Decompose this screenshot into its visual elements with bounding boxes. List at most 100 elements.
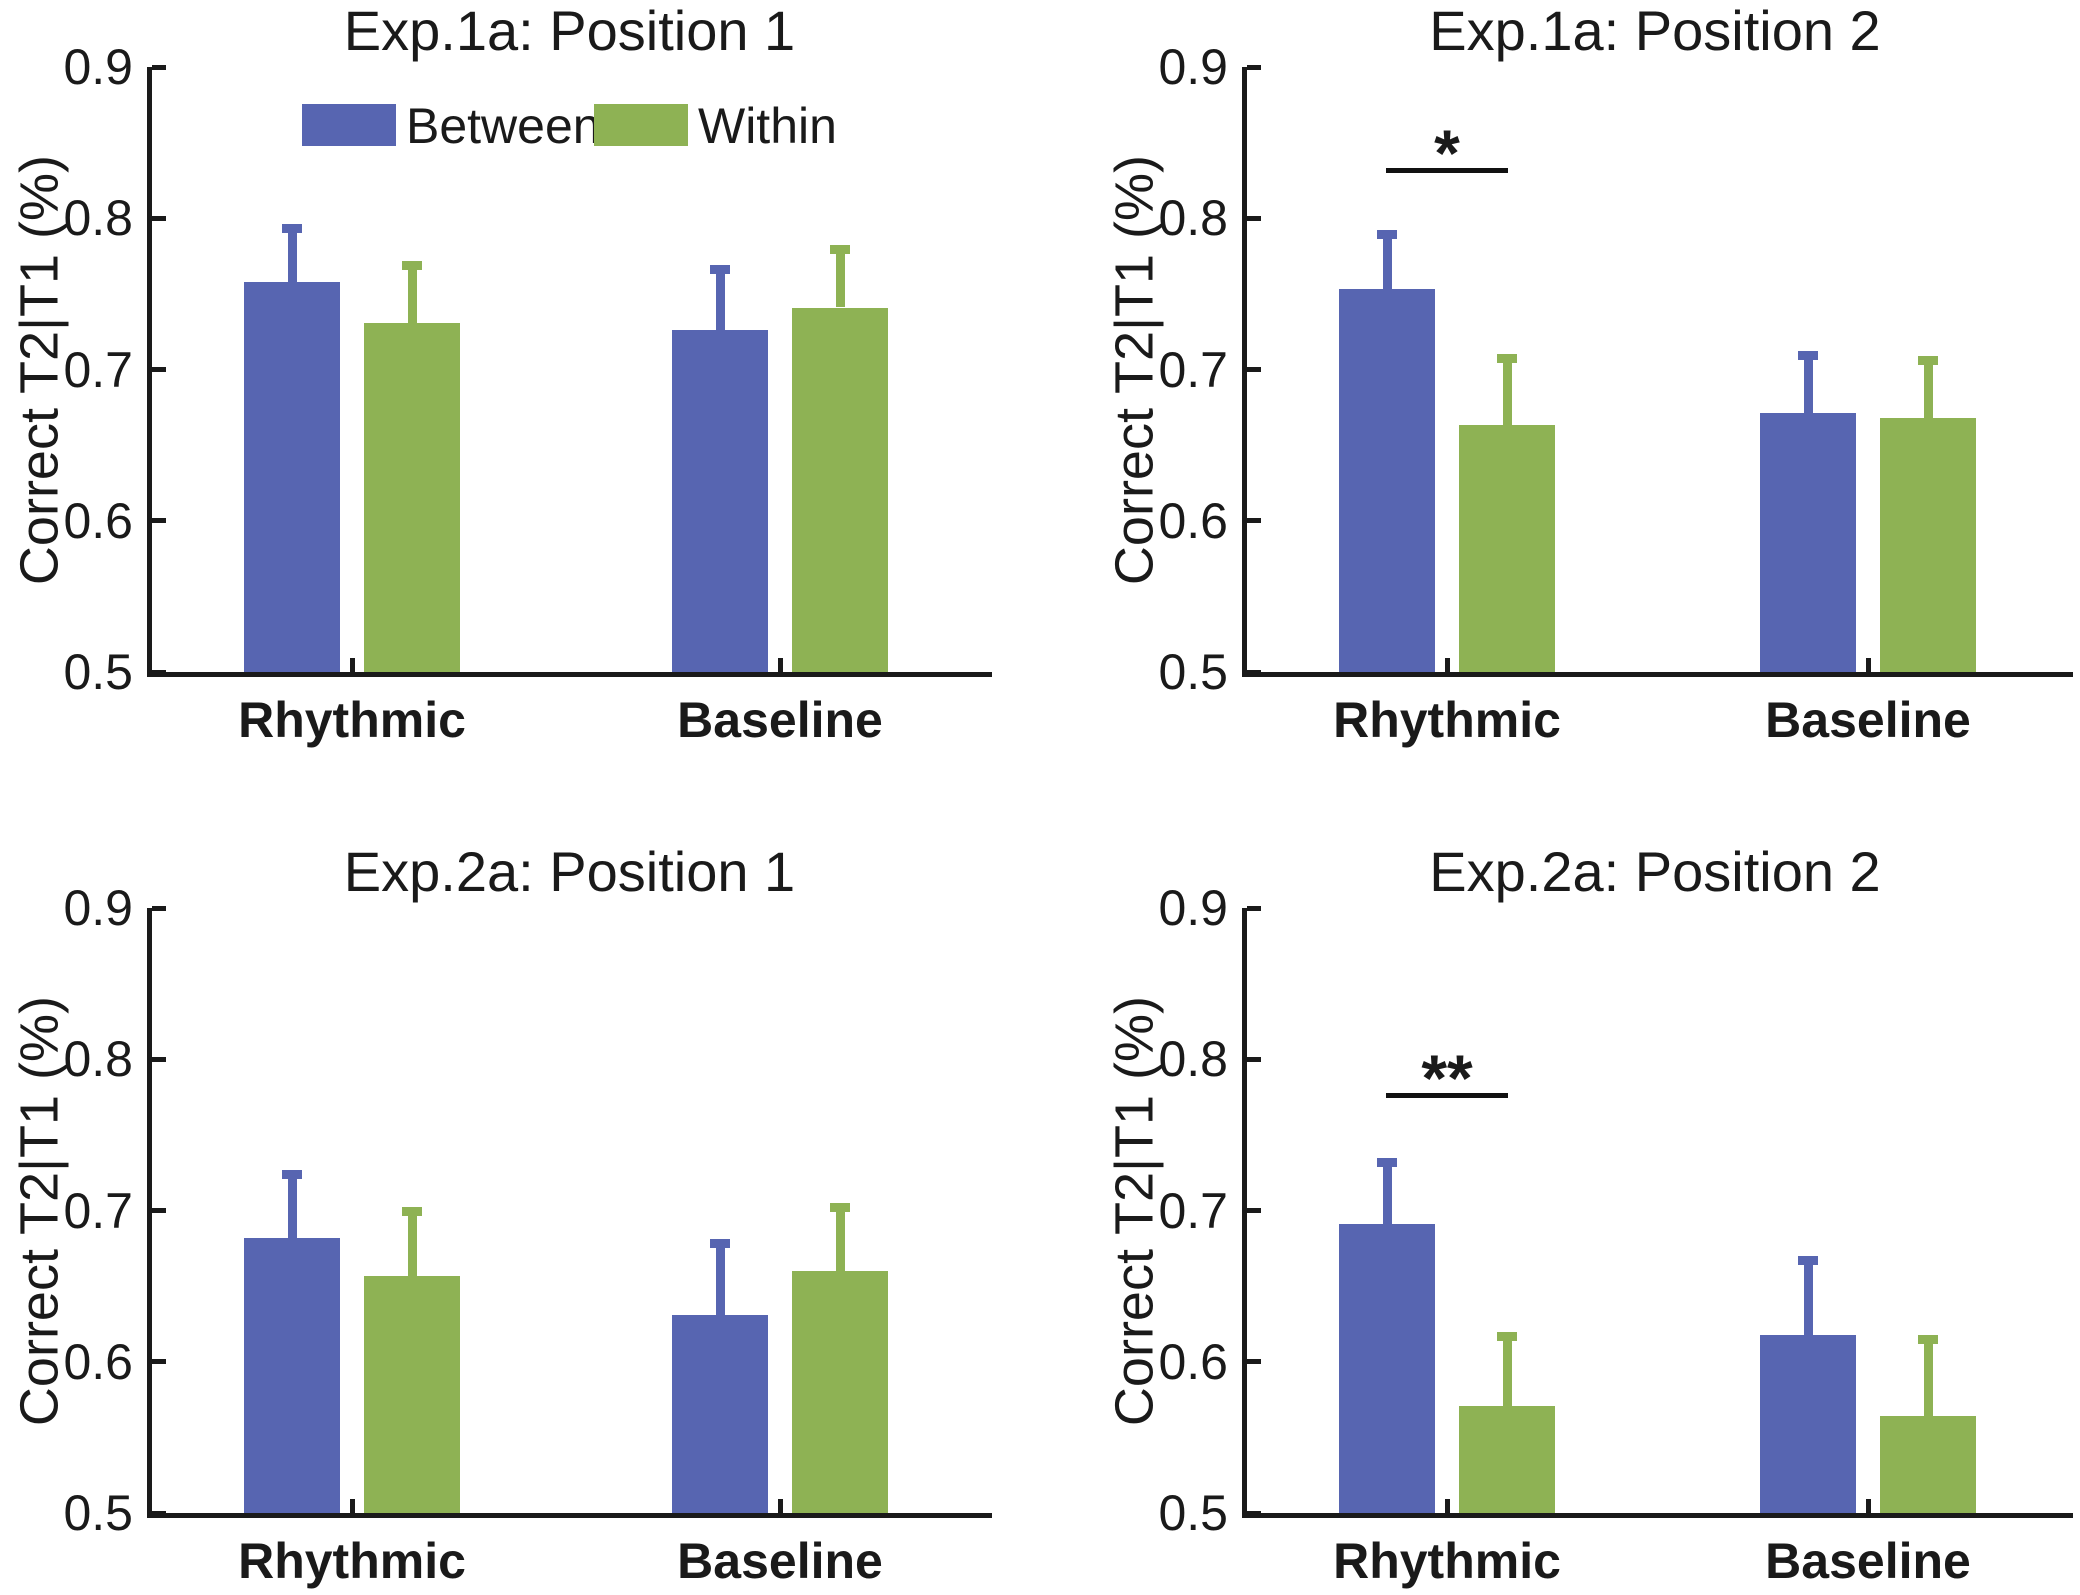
y-tick-label: 0.8 (1158, 1031, 1228, 1088)
error-bar-cap (1918, 355, 1938, 365)
error-bar-cap (1497, 354, 1517, 364)
subplot-exp1a-position2: Exp.1a: Position 2 Correct T2|T1 (%) * R… (1040, 0, 2080, 795)
y-tick-mark (152, 1359, 166, 1365)
bar-within-rhythmic (1459, 425, 1555, 672)
x-tick-label-rhythmic: Rhythmic (1333, 692, 1561, 748)
plot-area: ** (1242, 905, 2073, 1518)
y-tick-mark (152, 215, 166, 221)
x-tick-mark (1865, 658, 1871, 672)
y-tick-mark (1247, 1056, 1261, 1062)
error-bar-stem (715, 1239, 725, 1315)
y-tick-mark (152, 1056, 166, 1062)
plot-area: * (1242, 64, 2073, 677)
legend-label-within: Within (698, 98, 837, 154)
error-bar-stem (1502, 354, 1512, 426)
subplot-title: Exp.1a: Position 1 (343, 0, 796, 62)
significance-line (1386, 168, 1508, 174)
plot-area (147, 64, 992, 677)
error-bar-stem (407, 260, 417, 323)
x-tick-mark (349, 658, 355, 672)
legend-swatch-within (594, 104, 688, 146)
error-bar-cap (830, 1202, 850, 1212)
y-tick-label: 0.8 (63, 1031, 133, 1088)
x-tick-label-baseline: Baseline (677, 1533, 883, 1589)
error-bar-cap (402, 260, 422, 270)
error-bar-stem (1803, 1255, 1813, 1335)
y-tick-mark (1247, 64, 1261, 70)
x-tick-mark (777, 1499, 783, 1513)
x-tick-label-rhythmic: Rhythmic (1333, 1533, 1561, 1589)
bar-between-baseline (1760, 1334, 1856, 1513)
error-bar-cap (710, 1239, 730, 1249)
subplot-exp2a-position1: Exp.2a: Position 1 Correct T2|T1 (%) Rhy… (0, 795, 1040, 1595)
y-tick-label: 0.6 (63, 492, 133, 549)
y-tick-label: 0.7 (1158, 1182, 1228, 1239)
error-bar-cap (1497, 1331, 1517, 1341)
bar-within-baseline (1880, 1416, 1976, 1513)
y-tick-label: 0.6 (1158, 1333, 1228, 1390)
legend-label-between: Between (406, 98, 601, 154)
significance-line (1386, 1092, 1508, 1098)
y-tick-mark (1247, 669, 1261, 675)
y-tick-label: 0.8 (63, 190, 133, 247)
y-tick-mark (152, 64, 166, 70)
x-tick-label-rhythmic: Rhythmic (238, 1533, 466, 1589)
x-tick-mark (349, 1499, 355, 1513)
error-bar-stem (1803, 351, 1813, 414)
y-tick-label: 0.7 (1158, 341, 1228, 398)
error-bar-stem (287, 1169, 297, 1238)
error-bar-cap (282, 224, 302, 234)
error-bar-stem (835, 1202, 845, 1271)
error-bar-cap (1377, 1157, 1397, 1167)
x-tick-mark (777, 658, 783, 672)
error-bar-cap (710, 265, 730, 275)
error-bar-stem (1923, 1334, 1933, 1417)
subplot-title: Exp.1a: Position 2 (1429, 0, 1881, 62)
bar-within-rhythmic (364, 1275, 460, 1513)
error-bar-cap (1798, 351, 1818, 361)
bar-between-rhythmic (1339, 1224, 1435, 1513)
error-bar-cap (1798, 1255, 1818, 1265)
subplot-title: Exp.2a: Position 2 (1429, 840, 1881, 903)
y-tick-mark (1247, 367, 1261, 372)
error-bar-cap (1377, 230, 1397, 240)
error-bar-stem (407, 1207, 417, 1276)
error-bar-stem (1382, 230, 1392, 290)
error-bar-stem (1923, 355, 1933, 418)
error-bar-cap (1918, 1334, 1938, 1344)
x-tick-mark (1865, 1499, 1871, 1513)
y-tick-label: 0.7 (63, 1182, 133, 1239)
y-tick-label: 0.8 (1158, 190, 1228, 247)
y-tick-label: 0.5 (63, 1485, 133, 1541)
error-bar-cap (830, 245, 850, 255)
x-tick-mark (1444, 1499, 1450, 1513)
bar-between-baseline (1760, 413, 1856, 672)
error-bar-cap (282, 1169, 302, 1179)
error-bar-stem (835, 245, 845, 308)
error-bar-stem (1502, 1331, 1512, 1406)
y-tick-mark (152, 905, 166, 911)
error-bar-stem (287, 224, 297, 282)
y-tick-label: 0.7 (63, 341, 133, 398)
x-tick-label-baseline: Baseline (1765, 692, 1971, 748)
subplot-exp1a-position1: Exp.1a: Position 1 Correct T2|T1 (%) Rhy… (0, 0, 1040, 795)
bar-within-baseline (1880, 417, 1976, 672)
x-tick-label-rhythmic: Rhythmic (238, 692, 466, 748)
bar-between-rhythmic (244, 281, 340, 672)
y-tick-mark (1247, 1208, 1261, 1213)
y-tick-mark (1247, 1510, 1261, 1516)
y-tick-mark (152, 367, 166, 372)
error-bar-stem (1382, 1157, 1392, 1225)
y-tick-mark (152, 518, 166, 524)
y-tick-label: 0.9 (1158, 880, 1228, 936)
y-tick-label: 0.6 (1158, 492, 1228, 549)
y-tick-label: 0.9 (63, 880, 133, 936)
y-tick-label: 0.5 (63, 644, 133, 700)
error-bar-cap (402, 1207, 422, 1217)
y-tick-mark (152, 1510, 166, 1516)
x-tick-label-baseline: Baseline (677, 692, 883, 748)
bar-between-rhythmic (244, 1237, 340, 1513)
bar-between-rhythmic (1339, 289, 1435, 672)
x-tick-mark (1444, 658, 1450, 672)
y-tick-mark (1247, 1359, 1261, 1365)
